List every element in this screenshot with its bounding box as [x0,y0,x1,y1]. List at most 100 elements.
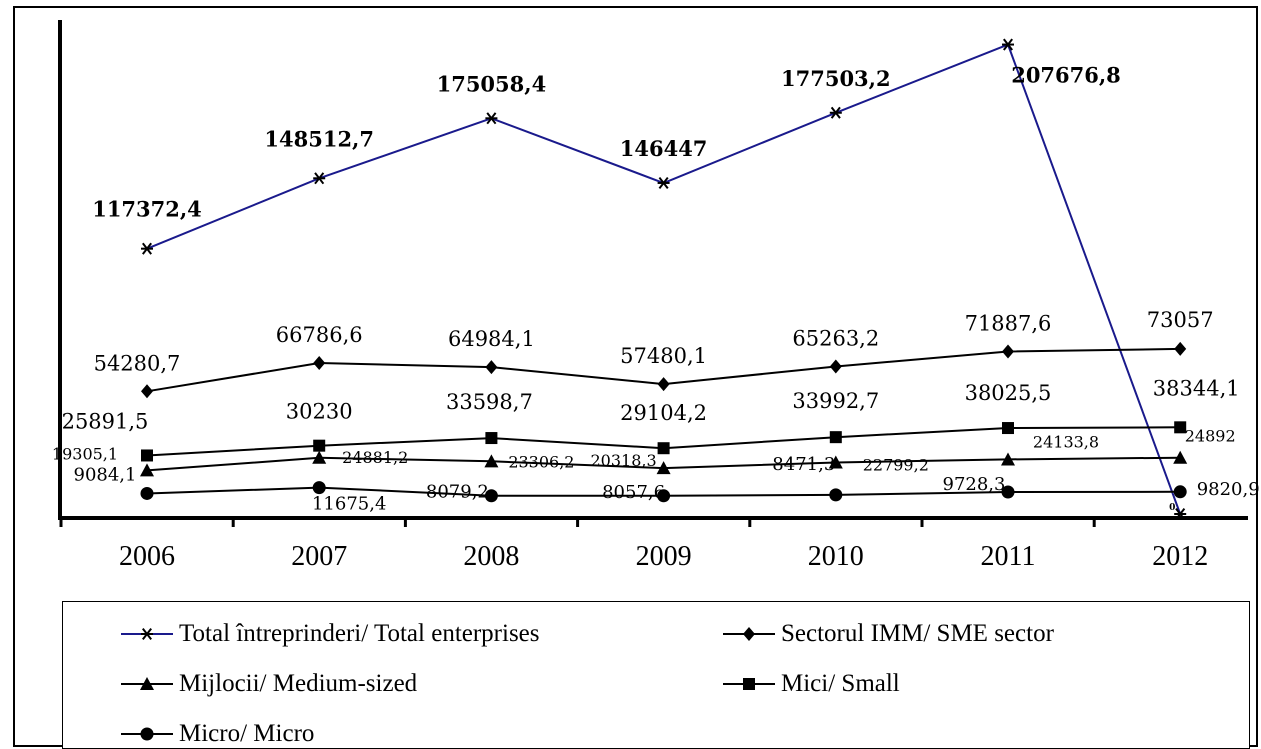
legend-label: Mijlocii/ Medium-sized [179,670,418,697]
marker-diamond [141,384,153,399]
marker-circle [1001,485,1015,499]
data-label: 148512,7 [264,126,374,151]
series-markers [140,38,1188,521]
marker-circle [140,727,154,741]
data-label: 19305,1 [52,444,118,463]
marker-triangle [1173,450,1188,464]
x-tick-label: 2007 [291,541,347,572]
data-label: 66786,6 [276,323,363,347]
data-label: 8057,6 [602,482,665,503]
marker-circle [829,488,843,502]
legend-swatch [723,627,775,641]
x-tick-label: 2010 [808,541,864,572]
legend-item: Mijlocii/ Medium-sized [121,670,417,698]
data-label: 8471,3 [772,454,835,475]
data-label: 11675,4 [312,494,386,515]
marker-triangle [828,455,843,469]
x-tick-label: 2009 [636,541,692,572]
data-label: 8079,2 [426,482,489,503]
marker-circle [312,481,326,495]
chart-axes [58,20,1248,527]
marker-triangle [140,463,154,477]
marker-square [829,431,842,444]
marker-diamond [829,359,842,374]
data-label: 25891,5 [62,409,149,433]
marker-circle [484,489,498,503]
data-label: 30230 [286,400,353,424]
marker-asterisk [313,172,326,185]
marker-square [1174,421,1187,434]
data-label: 207676,8 [1011,63,1121,88]
data-label: 175058,4 [437,71,547,96]
marker-asterisk [141,242,153,255]
x-tick-label: 2006 [119,541,175,572]
marker-square [743,678,755,690]
data-label: 177503,2 [781,66,891,91]
x-tick-labels: 2006 2007 2008 2009 2010 2011 2012 [119,541,1208,572]
x-tick-label: 2012 [1152,541,1208,572]
data-label: 73057 [1147,308,1214,332]
data-label: 24892 [1185,427,1236,446]
legend-item: Total întreprinderi/ Total enterprises [121,620,540,648]
data-label: 33598,7 [446,390,533,414]
data-label: 9820,9 [1197,479,1260,500]
data-label: 22799,2 [863,455,929,474]
x-tick-label: 2011 [981,541,1036,572]
marker-diamond [313,356,326,371]
data-label: 23306,2 [508,452,574,471]
marker-diamond [1002,344,1014,359]
legend-label: Sectorul IMM/ SME sector [781,620,1054,647]
data-labels: 117372,4 148512,7 175058,4 146447 177503,2 20… [52,63,1260,515]
marker-square [485,432,498,445]
data-label: 29104,2 [620,401,707,425]
legend-swatch [121,727,173,741]
marker-circle [1173,485,1187,499]
data-label: 64984,1 [448,327,535,351]
legend-label: Micro/ Micro [179,720,315,747]
marker-circle [140,486,154,500]
data-label: 0 [1169,503,1175,513]
data-label: 146447 [620,136,708,161]
legend-label: Total întreprinderi/ Total enterprises [179,620,540,647]
marker-diamond [657,377,670,392]
marker-diamond [743,627,755,641]
data-label: 38025,5 [965,381,1052,405]
marker-triangle [484,454,499,468]
data-label: 20318,3 [591,451,657,470]
marker-square [141,449,153,462]
marker-triangle [1001,452,1015,466]
marker-triangle [656,461,671,475]
marker-triangle [312,450,327,464]
legend-item: Micro/ Micro [121,720,314,748]
marker-diamond [485,360,498,375]
data-label: 38344,1 [1153,376,1240,400]
legend-label: Mici/ Small [781,670,900,697]
data-label: 33992,7 [792,389,879,413]
legend: Total întreprinderi/ Total enterprises Se… [62,601,1250,749]
legend-swatch [723,678,775,690]
legend-item: Sectorul IMM/ SME sector [723,620,1054,648]
legend-item: Mici/ Small [723,670,900,698]
marker-square [657,442,670,455]
marker-asterisk [1174,507,1187,521]
data-label: 24133,8 [1033,432,1099,451]
legend-swatch [121,677,173,690]
marker-asterisk [1002,38,1014,51]
data-label: 9084,1 [74,464,137,485]
data-label: 54280,7 [94,351,181,375]
data-label: 57480,1 [620,344,707,368]
data-label: 24881,2 [342,448,408,467]
marker-triangle [140,677,154,690]
marker-asterisk [657,176,670,189]
marker-square [1002,422,1014,435]
data-label: 117372,4 [92,197,202,222]
marker-asterisk [485,112,498,125]
legend-swatch [121,627,173,641]
marker-circle [657,489,671,503]
marker-asterisk [829,106,842,119]
marker-asterisk [141,627,153,641]
x-tick-label: 2008 [463,541,519,572]
data-label: 9728,3 [943,474,1006,495]
marker-diamond [1174,341,1187,356]
